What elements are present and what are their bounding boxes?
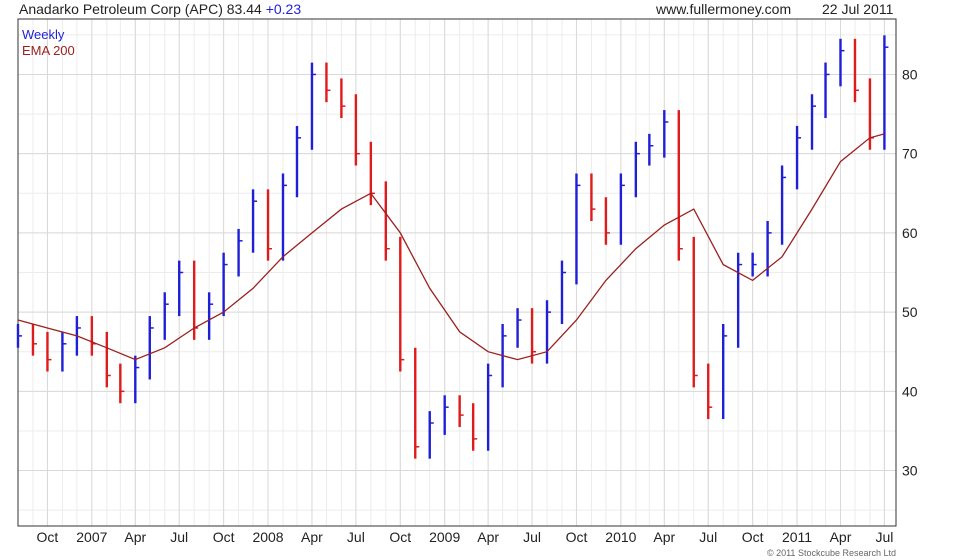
legend-weekly: Weekly — [22, 27, 65, 42]
x-tick-label: Oct — [213, 529, 235, 545]
x-tick-label: Jul — [875, 529, 893, 545]
x-tick-label: 2007 — [76, 529, 107, 545]
y-tick-label: 50 — [902, 304, 918, 320]
x-tick-label: 2010 — [605, 529, 636, 545]
y-tick-label: 30 — [902, 463, 918, 479]
copyright-text: © 2011 Stockcube Research Ltd — [766, 548, 896, 558]
x-tick-label: Apr — [653, 529, 675, 545]
weekly-price-bars — [16, 35, 889, 459]
x-tick-label: 2009 — [429, 529, 460, 545]
x-tick-label: 2011 — [782, 529, 812, 545]
x-tick-label: 2008 — [252, 529, 283, 545]
site-url[interactable]: www.fullermoney.com — [656, 1, 792, 17]
ema-200-line — [17, 133, 885, 361]
x-tick-label: Apr — [124, 529, 146, 545]
x-axis-ticks: Oct 2007 Apr Jul Oct 2008 Apr Jul Oct 2009 Apr Jul O… — [37, 529, 894, 545]
chart-date: 22 Jul 2011 — [822, 1, 894, 17]
plot-frame — [17, 18, 897, 527]
y-tick-label: 60 — [902, 225, 918, 241]
price-change: +0.23 — [265, 1, 302, 17]
x-tick-label: Oct — [742, 529, 764, 545]
x-tick-label: Jul — [170, 529, 188, 545]
x-tick-label: Oct — [37, 529, 59, 545]
legend-ema: EMA 200 — [22, 43, 75, 58]
y-axis-ticks: 30 40 50 60 70 80 — [902, 66, 918, 478]
x-tick-label: Apr — [477, 529, 499, 545]
y-tick-label: 70 — [902, 146, 918, 162]
y-tick-label: 80 — [902, 66, 918, 82]
x-tick-label: Apr — [301, 529, 323, 545]
last-price: 83.44 — [226, 1, 262, 17]
x-tick-label: Oct — [389, 529, 411, 545]
chart-title-line: Anadarko Petroleum Corp (APC) 83.44 +0.2… — [19, 1, 301, 17]
y-tick-label: 40 — [902, 383, 918, 399]
x-tick-label: Jul — [347, 529, 365, 545]
x-tick-label: Jul — [699, 529, 717, 545]
grid-lines — [17, 19, 896, 526]
x-tick-label: Apr — [830, 529, 852, 545]
x-tick-label: Jul — [523, 529, 541, 545]
chart-title: Anadarko Petroleum Corp (APC) — [19, 1, 223, 17]
x-tick-label: Oct — [566, 529, 588, 545]
